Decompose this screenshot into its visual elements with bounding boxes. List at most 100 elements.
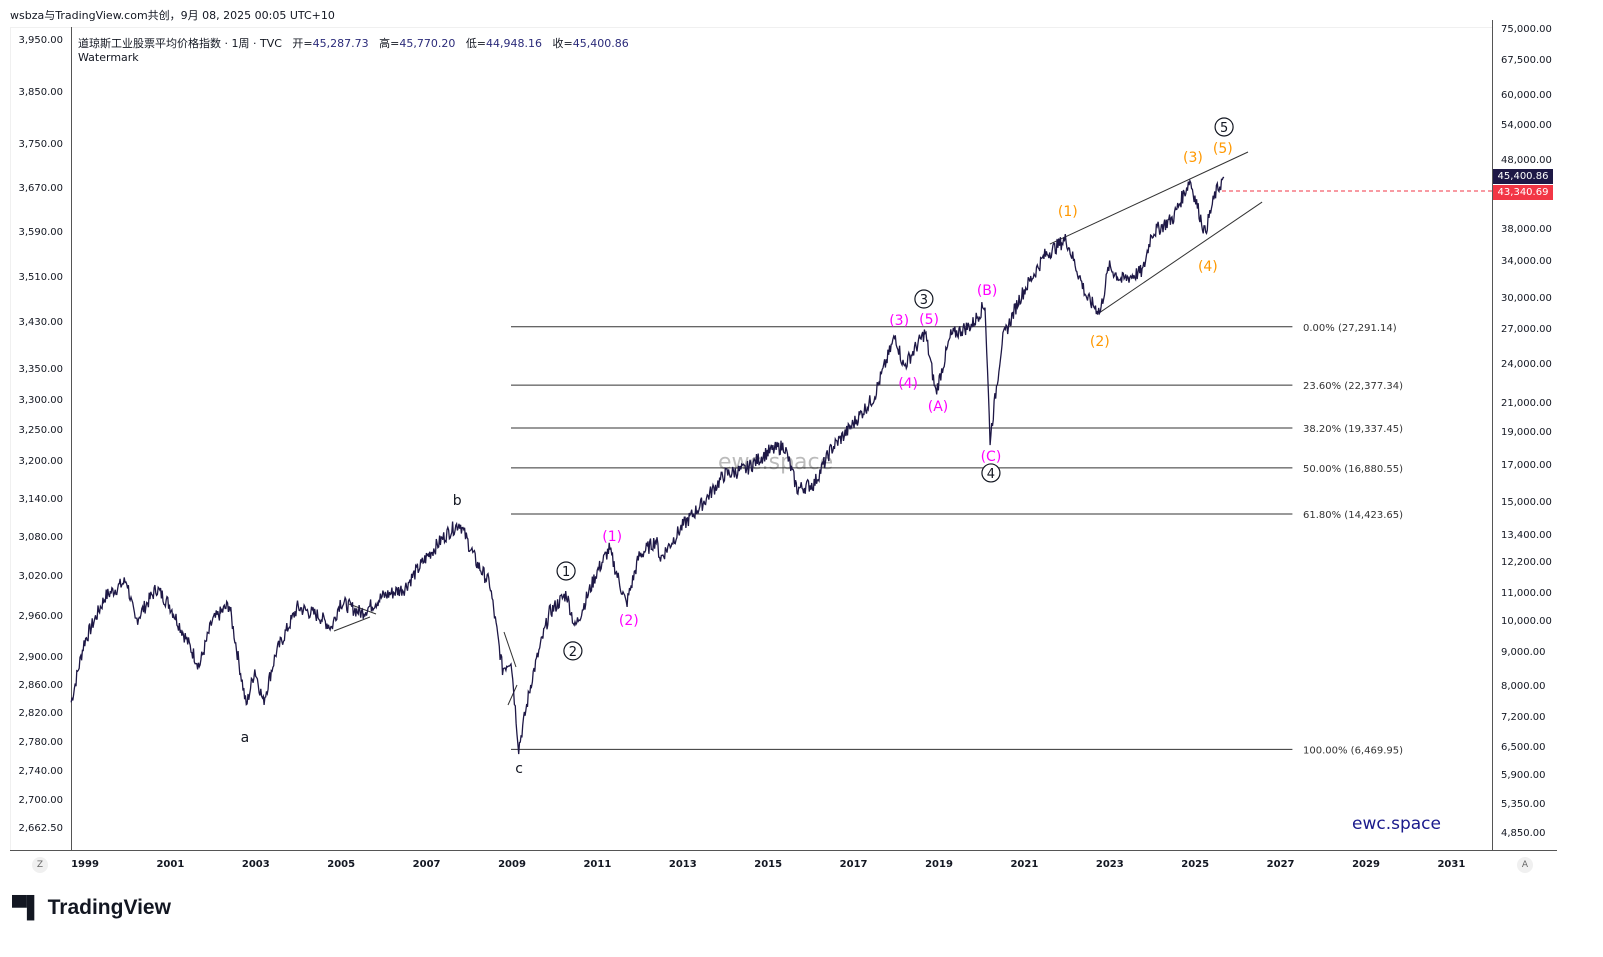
wedge-trendline: [1098, 201, 1263, 314]
close-value: 45,400.86: [572, 37, 629, 50]
fib-level-label: 38.20% (19,337.45): [1303, 424, 1403, 435]
right-axis-tick-label: 7,200.00: [1501, 712, 1546, 724]
wave-label: 4: [987, 467, 995, 482]
wave-label: (C): [981, 449, 1002, 465]
right-axis-tick-label: 13,400.00: [1501, 529, 1552, 541]
watermark-indicator[interactable]: Watermark: [78, 51, 139, 64]
left-axis-tick-label: 2,740.00: [18, 766, 63, 777]
right-price-axis[interactable]: 75,000.00 67,500.00 60,000.00 54,000.00 48,0…: [1492, 20, 1558, 850]
corner-watermark: ewc.space: [1352, 814, 1441, 834]
low-label: 低=: [465, 37, 487, 50]
open-value: 45,287.73: [312, 37, 369, 50]
right-axis-tick-label: 30,000.00: [1501, 293, 1552, 305]
wave-label: (1): [602, 529, 622, 545]
wave-label: (5): [919, 312, 939, 328]
right-axis-tick-label: 54,000.00: [1501, 120, 1552, 132]
right-axis-tick-label: 75,000.00: [1501, 24, 1552, 35]
auto-scale-button[interactable]: A: [1517, 857, 1533, 873]
triangle-trendline: [507, 684, 518, 706]
right-axis-tick-label: 12,200.00: [1501, 557, 1552, 569]
right-axis-tick-label: 19,000.00: [1501, 427, 1552, 439]
left-axis-tick-label: 2,700.00: [18, 795, 63, 806]
time-axis-tick-label: 2007: [412, 859, 441, 870]
horizontal-line-price-tag: 43,340.69: [1493, 185, 1553, 200]
time-axis-tick-label: 2029: [1352, 859, 1380, 870]
wave-label: (4): [898, 376, 918, 392]
tradingview-logo[interactable]: ▀▌ TradingView: [12, 896, 171, 920]
right-axis-tick-label: 24,000.00: [1501, 358, 1552, 370]
right-axis-tick-label: 4,850.00: [1501, 828, 1546, 840]
right-axis-tick-label: 8,000.00: [1501, 681, 1546, 693]
right-axis-tick-label: 5,350.00: [1501, 799, 1546, 811]
right-axis-tick-label: 27,000.00: [1501, 323, 1552, 335]
wave-label-circle: [556, 561, 576, 581]
left-axis-tick-label: 3,430.00: [18, 317, 63, 328]
high-value: 45,770.20: [399, 37, 456, 50]
wave-label: 5: [1220, 121, 1228, 136]
wave-label-circle: [563, 641, 583, 661]
right-axis-tick-label: 5,900.00: [1501, 770, 1546, 782]
right-axis-tick-label: 6,500.00: [1501, 742, 1546, 754]
time-axis-tick-label: 2017: [839, 859, 868, 870]
left-axis-tick-label: 2,900.00: [18, 652, 63, 663]
left-axis-tick-label: 3,950.00: [18, 35, 63, 46]
wave-label: (3): [889, 313, 909, 329]
left-axis-tick-label: 2,662.50: [18, 823, 63, 834]
right-axis-tick-label: 10,000.00: [1501, 615, 1552, 627]
center-watermark: ewc.space: [718, 450, 834, 475]
fib-level-label: 50.00% (16,880.55): [1303, 464, 1403, 475]
left-axis-tick-label: 3,510.00: [18, 272, 63, 283]
last-price-tag: 45,400.86: [1493, 169, 1553, 184]
triangle-trendline: [333, 616, 371, 632]
attribution-header: wsbza与TradingView.com共创，9月 08, 2025 00:0…: [10, 9, 335, 22]
time-axis-tick-label: 2031: [1437, 859, 1466, 870]
left-axis-tick-label: 3,670.00: [18, 183, 63, 194]
wave-label: (5): [1213, 141, 1233, 157]
time-axis-tick-label: 2003: [241, 859, 270, 870]
low-value: 44,948.16: [486, 37, 543, 50]
left-axis-tick-label: 2,860.00: [18, 680, 63, 691]
right-axis-tick-label: 21,000.00: [1501, 397, 1552, 409]
left-axis-tick-label: 2,820.00: [18, 708, 63, 719]
left-price-axis[interactable]: 3,950.00 3,850.00 3,750.00 3,670.00 3,590.00…: [10, 27, 72, 850]
wave-label: (2): [619, 613, 639, 629]
time-axis-tick-label: 1999: [71, 859, 99, 870]
symbol-title[interactable]: 道琼斯工业股票平均价格指数 · 1周 · TVC: [78, 37, 282, 50]
left-axis-tick-label: 3,200.00: [18, 456, 63, 467]
wave-label: (3): [1183, 150, 1203, 166]
time-axis-tick-label: 2005: [327, 859, 356, 870]
wave-label: c: [515, 761, 523, 777]
wave-label-circle: [981, 463, 1001, 483]
time-axis-tick-label: 2013: [668, 859, 697, 870]
time-axis[interactable]: Z A 1999 2001 2003 2005 2007 2009 2011 2013 2015…: [10, 850, 1557, 878]
time-axis-tick-label: 2009: [498, 859, 526, 870]
fib-level-label: 23.60% (22,377.34): [1303, 381, 1403, 392]
wave-label: (1): [1058, 204, 1078, 220]
right-axis-tick-label: 48,000.00: [1501, 155, 1552, 167]
left-axis-tick-label: 3,080.00: [18, 532, 63, 543]
time-axis-tick-label: 2023: [1095, 859, 1124, 870]
wave-label: (A): [928, 399, 949, 415]
left-axis-tick-label: 2,960.00: [18, 611, 63, 622]
tv-logo-icon: ▀▌: [12, 896, 42, 919]
fib-level-label: 0.00% (27,291.14): [1303, 323, 1397, 334]
left-axis-tick-label: 3,020.00: [18, 571, 63, 582]
high-label: 高=: [379, 37, 400, 50]
left-axis-tick-label: 2,780.00: [18, 737, 63, 748]
left-axis-tick-label: 3,300.00: [18, 395, 63, 406]
wedge-trendline: [1049, 151, 1249, 245]
triangle-trendline: [503, 631, 517, 668]
right-axis-tick-label: 17,000.00: [1501, 459, 1552, 471]
fib-level-label: 100.00% (6,469.95): [1303, 745, 1403, 756]
right-axis-tick-label: 60,000.00: [1501, 89, 1552, 101]
right-axis-tick-label: 11,000.00: [1501, 587, 1552, 599]
wave-label: 2: [569, 645, 577, 660]
time-axis-tick-label: 2025: [1181, 859, 1210, 870]
axis-z-button[interactable]: Z: [32, 857, 48, 873]
right-axis-tick-label: 9,000.00: [1501, 646, 1546, 658]
left-axis-tick-label: 3,140.00: [18, 494, 63, 505]
left-axis-tick-label: 3,590.00: [18, 227, 63, 238]
logo-text: TradingView: [47, 896, 171, 919]
time-axis-tick-label: 2001: [156, 859, 185, 870]
